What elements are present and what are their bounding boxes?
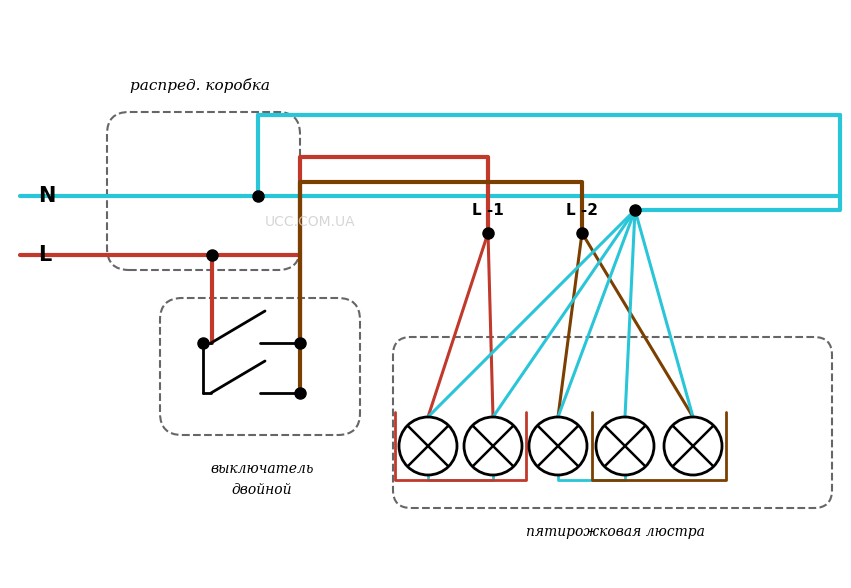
Circle shape [596,417,654,475]
Text: L: L [38,245,51,265]
Circle shape [464,417,522,475]
Text: распред. коробка: распред. коробка [130,78,270,93]
Text: UCC.COM.UA: UCC.COM.UA [265,215,356,229]
Text: выключатель: выключатель [210,462,314,476]
Circle shape [399,417,457,475]
Text: двойной: двойной [231,483,292,497]
Circle shape [529,417,587,475]
Text: пятирожковая люстра: пятирожковая люстра [526,525,705,539]
Text: L -2: L -2 [566,203,598,218]
Circle shape [664,417,722,475]
Text: N: N [38,186,55,206]
Text: L -1: L -1 [472,203,504,218]
